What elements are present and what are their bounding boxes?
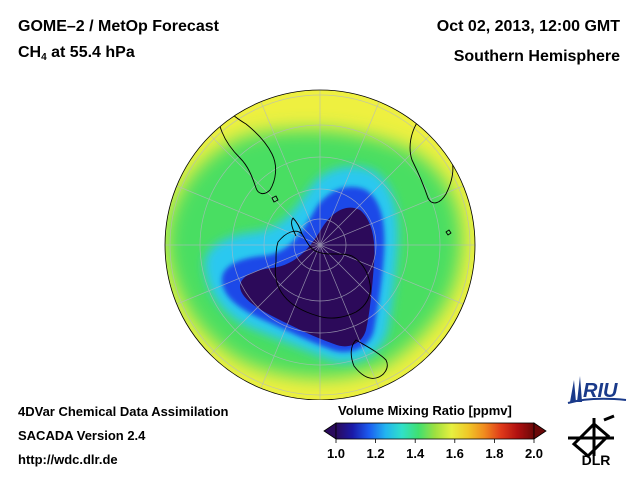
coast-antarctica [274,230,371,319]
species-level: at 55.4 hPa [46,44,135,61]
coast-antarctic-peninsula [291,217,303,237]
footer-assimilation: 4DVar Chemical Data Assimilation [18,404,229,419]
colorbar-tick-label: 1.0 [327,446,345,461]
coast-islands [271,195,452,236]
colorbar-arrow-high [533,422,547,440]
colorbar-ramp [335,422,535,440]
forecast-datetime: Oct 02, 2013, 12:00 GMT [436,18,620,35]
colorbar-tick-label: 1.8 [485,446,503,461]
colorbar-ticks: 1.0 1.2 1.4 1.6 1.8 2.0 [327,439,543,461]
coast-australia-nz [350,339,388,379]
colorbar-arrow-low [323,422,337,440]
colorbar-title: Volume Mixing Ratio [ppmv] [338,403,512,418]
footer-url[interactable]: http://wdc.dlr.de [18,452,118,467]
region-label: Southern Hemisphere [453,48,620,65]
species-label: CH4 at 55.4 hPa [18,44,135,63]
dlr-logo: DLR [568,414,615,468]
colorbar-tick-label: 1.6 [446,446,464,461]
map-title: GOME–2 / MetOp Forecast [18,18,219,35]
riu-logo-mark [570,376,582,402]
coastlines [217,101,454,379]
colorbar-tick-label: 1.2 [367,446,385,461]
dlr-logo-mark [568,414,615,459]
riu-logo: RIU [567,376,627,404]
species-main: CH [18,44,42,61]
dlr-logo-text: DLR [582,452,611,468]
species-subscript: 4 [41,52,47,63]
graticule [165,90,475,400]
globe-map [164,89,476,400]
riu-logo-swoosh [567,397,627,404]
coast-south-america [217,101,277,195]
colorbar-tick-label: 2.0 [525,446,543,461]
riu-logo-text: RIU [583,380,618,402]
vortex-core [240,207,375,347]
colorbar-tick-label: 1.4 [406,446,425,461]
globe-outline [164,89,476,400]
footer-version: SACADA Version 2.4 [18,428,146,443]
colorbar: 1.0 1.2 1.4 1.6 1.8 2.0 [323,422,547,461]
